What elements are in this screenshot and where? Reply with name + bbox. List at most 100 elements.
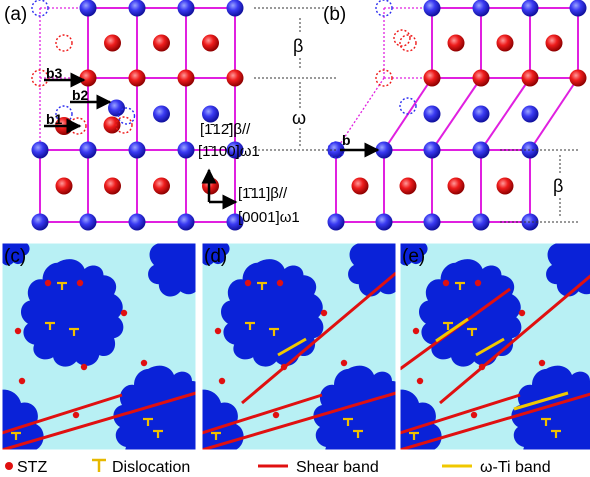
displaced-red-site xyxy=(31,69,49,87)
displaced-blue-site xyxy=(399,97,417,115)
blue-atom xyxy=(79,141,97,159)
red-atom xyxy=(447,177,465,195)
blue-atom xyxy=(128,0,146,17)
shear-band xyxy=(2,393,123,435)
blue-atom xyxy=(177,213,195,231)
blue-atom xyxy=(226,141,244,159)
panel-label-e: (e) xyxy=(402,246,425,267)
red-atom xyxy=(521,69,539,87)
legend-omega-band-label: ω-Ti band xyxy=(480,459,551,476)
blue-atom xyxy=(472,0,490,17)
blue-atom xyxy=(79,213,97,231)
red-atom xyxy=(55,177,73,195)
blue-atom xyxy=(423,105,441,123)
shear-band xyxy=(400,393,521,435)
blue-atom xyxy=(423,213,441,231)
panel-e-microstructure xyxy=(399,242,590,451)
phase-beta-bottom: β xyxy=(553,176,563,196)
b2-label: b2 xyxy=(72,87,89,103)
stz-dot xyxy=(320,309,328,317)
legend-shear-band-label: Shear band xyxy=(296,459,379,476)
displaced-blue-site xyxy=(31,0,49,17)
blue-atom xyxy=(521,0,539,17)
red-atom xyxy=(79,69,97,87)
dislocation xyxy=(57,281,67,290)
stz-dot xyxy=(416,377,424,385)
blue-atom xyxy=(108,99,125,117)
blue-atom xyxy=(177,141,195,159)
panel-frame xyxy=(399,242,590,451)
dislocation xyxy=(443,321,453,330)
red-atom xyxy=(423,69,441,87)
panel-b-atoms xyxy=(327,0,587,231)
dislocation xyxy=(551,429,561,438)
blue-atom xyxy=(521,105,539,123)
omega-ti-band xyxy=(277,337,307,357)
red-atom xyxy=(103,116,121,134)
blue-atom xyxy=(472,213,490,231)
stz-dot xyxy=(14,327,22,335)
blue-atom xyxy=(226,0,244,17)
dislocation xyxy=(467,327,477,336)
panel-label-b: (b) xyxy=(323,4,346,25)
blue-atom xyxy=(472,141,490,159)
dislocation xyxy=(353,429,363,438)
blue-atom xyxy=(153,105,170,123)
red-atom xyxy=(447,34,465,52)
stz-dot xyxy=(18,377,26,385)
stz-dot xyxy=(72,411,80,419)
panel-frame xyxy=(201,242,397,451)
panel-a-atoms xyxy=(31,0,244,231)
legend-dislocation-marker xyxy=(92,458,106,472)
displaced-red-site xyxy=(375,69,393,87)
omega-ti-band xyxy=(513,391,569,411)
blue-atom xyxy=(31,141,49,159)
b3-label: b3 xyxy=(46,65,63,81)
red-atom xyxy=(177,69,195,87)
stz-dot xyxy=(474,279,482,287)
shear-band xyxy=(241,271,396,405)
dislocation xyxy=(409,431,419,440)
shear-band xyxy=(2,391,196,450)
lattice-bond xyxy=(529,77,579,151)
blue-atom xyxy=(423,0,441,17)
dislocation xyxy=(455,281,465,290)
red-atom xyxy=(104,34,121,52)
stz-dot xyxy=(442,279,450,287)
stz-dot xyxy=(272,411,280,419)
dislocation xyxy=(211,431,221,440)
displaced-blue-site xyxy=(375,0,393,17)
stz-dot xyxy=(340,359,348,367)
panel-label-a: (a) xyxy=(4,4,27,25)
displaced-red-site xyxy=(115,116,133,134)
blue-atom xyxy=(472,105,490,123)
dislocation xyxy=(245,321,255,330)
red-atom xyxy=(128,69,146,87)
red-atom xyxy=(472,69,490,87)
dislocation xyxy=(153,429,163,438)
shear-band xyxy=(439,274,590,405)
stz-dot xyxy=(214,327,222,335)
panel-label-c: (c) xyxy=(4,246,26,267)
stz-dot xyxy=(412,327,420,335)
blue-atom xyxy=(327,213,345,231)
red-atom xyxy=(496,177,514,195)
panel-a-lattice xyxy=(31,0,244,231)
stz-dot xyxy=(140,359,148,367)
blue-atom xyxy=(375,213,393,231)
blue-atom xyxy=(128,141,146,159)
direction2-line2: [0001]ω1 xyxy=(238,209,300,226)
red-atom xyxy=(202,177,219,195)
stz-dot xyxy=(120,309,128,317)
dislocation xyxy=(541,417,551,426)
panel-label-d: (d) xyxy=(204,246,227,267)
omega-ti-band xyxy=(435,317,469,343)
direction2-line1: [1̄11]β// xyxy=(238,185,288,202)
dislocation xyxy=(257,281,267,290)
red-atom xyxy=(545,34,563,52)
dislocation xyxy=(69,327,79,336)
panel-b-dotted-guides xyxy=(335,7,432,151)
displaced-red-site xyxy=(55,34,73,52)
displaced-blue-site xyxy=(117,107,136,125)
